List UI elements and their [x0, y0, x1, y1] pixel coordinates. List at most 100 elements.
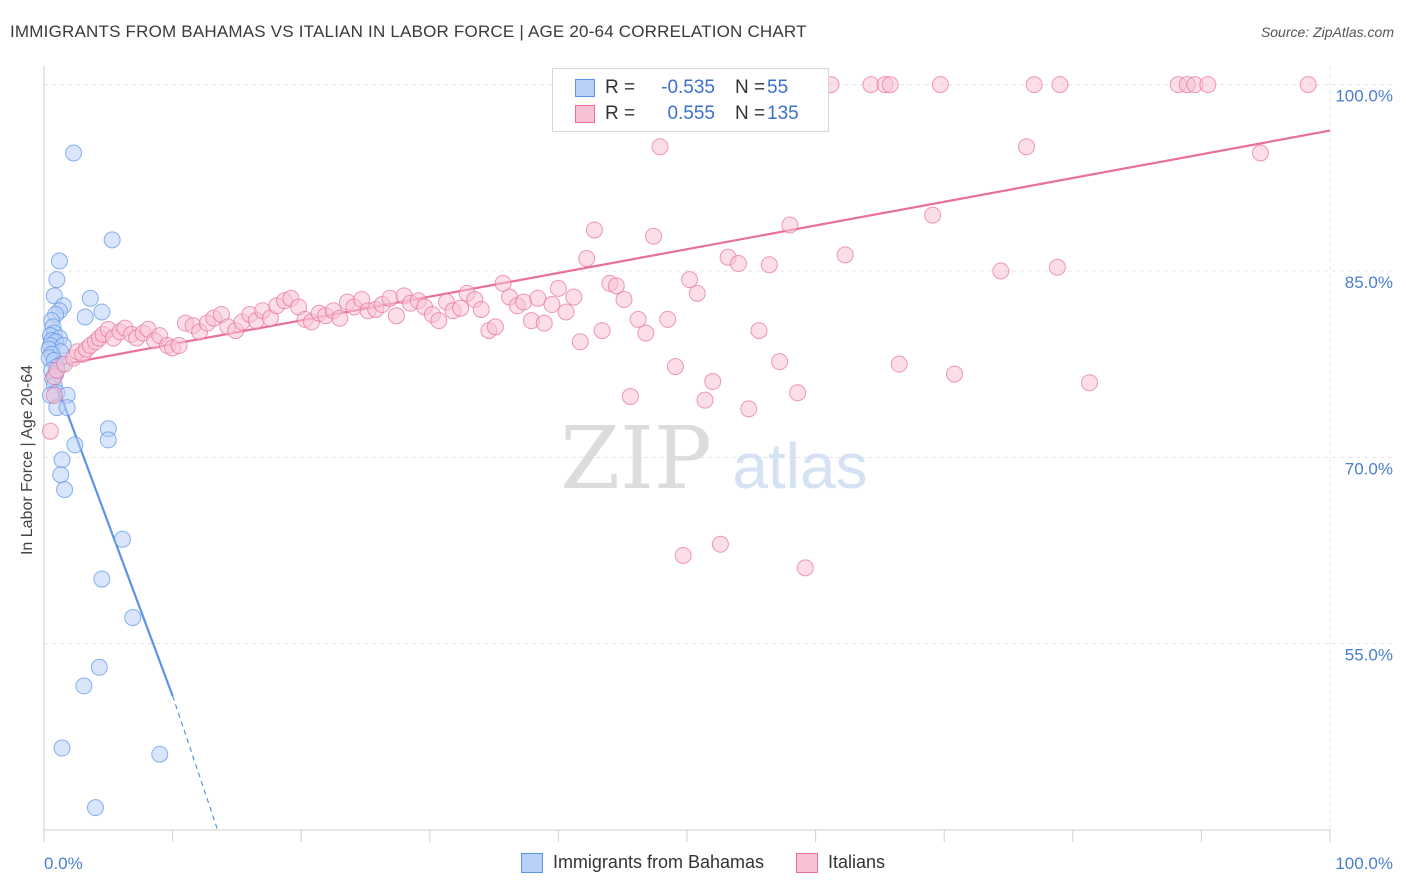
bahamas-point — [99, 431, 117, 449]
data-points — [40, 76, 1317, 817]
n-value: 55 — [767, 77, 789, 98]
bahamas-point — [103, 231, 121, 249]
italians-point — [472, 300, 490, 318]
r-label: R = — [605, 77, 636, 98]
italians-point — [760, 256, 778, 274]
italians-point — [1081, 374, 1099, 392]
italians-point — [750, 322, 768, 340]
italians-point — [740, 400, 758, 418]
italians-point — [659, 310, 677, 328]
n-value: 135 — [767, 103, 799, 124]
italians-point — [557, 303, 575, 321]
italians-point — [924, 206, 942, 224]
italians-point — [486, 318, 504, 336]
watermark-atlas: atlas — [732, 430, 867, 502]
italians-point — [529, 289, 547, 307]
bahamas-point — [113, 530, 131, 548]
italians-point — [945, 365, 963, 383]
legend-row-bahamas: R = -0.535 N = 55 — [575, 77, 788, 99]
watermark: ZIP atlas — [560, 409, 867, 509]
bahamas-point — [75, 677, 93, 695]
bahamas-point — [52, 466, 70, 484]
italians-point — [1025, 76, 1043, 94]
italians-point — [1199, 76, 1217, 94]
italians-point — [789, 384, 807, 402]
r-value: 0.555 — [667, 103, 715, 124]
italians-point — [387, 307, 405, 325]
italians-point — [881, 76, 899, 94]
y-tick-label: 55.0% — [1345, 646, 1393, 665]
italians-point — [992, 262, 1010, 280]
italians-point — [41, 422, 59, 440]
italians-point — [629, 310, 647, 328]
y-tick-label: 85.0% — [1345, 273, 1393, 292]
italians-point — [674, 546, 692, 564]
italians-point — [45, 386, 63, 404]
bahamas-point — [65, 144, 83, 162]
italians-point — [796, 559, 814, 577]
bahamas-point — [86, 799, 104, 817]
legend-label: Italians — [828, 852, 886, 872]
bahamas-point — [58, 399, 76, 417]
legend-item-bahamas[interactable]: Immigrants from Bahamas — [520, 852, 764, 873]
italians-point — [1051, 76, 1069, 94]
legend-item-italians[interactable]: Italians — [796, 852, 885, 873]
italians-trend-line — [50, 129, 1331, 368]
bahamas-point — [48, 271, 66, 289]
italians-point — [381, 289, 399, 307]
italians-point — [890, 355, 908, 373]
bahamas-point — [53, 739, 71, 757]
italians-point — [781, 216, 799, 234]
italians-point — [170, 337, 188, 355]
italians-point — [452, 299, 470, 317]
italians-point — [711, 535, 729, 553]
bahamas-point — [76, 308, 94, 326]
bahamas-point — [66, 436, 84, 454]
italians-point — [331, 309, 349, 327]
italians-point — [1252, 144, 1270, 162]
italians-point — [637, 324, 655, 342]
bahamas-point — [93, 570, 111, 588]
italians-point — [607, 277, 625, 295]
tick-labels: 55.0% 70.0% 85.0% 100.0% 0.0% 100.0% — [44, 87, 1393, 873]
bahamas-trend-line — [49, 367, 174, 697]
y-tick-label: 70.0% — [1345, 459, 1393, 478]
italians-point — [862, 76, 880, 94]
italians-point — [543, 296, 561, 314]
italians-point — [593, 322, 611, 340]
bahamas-point — [50, 252, 68, 270]
x-tick-label: 100.0% — [1335, 854, 1393, 873]
y-tick-label: 100.0% — [1335, 87, 1393, 106]
italians-point — [645, 227, 663, 245]
bahamas-point — [56, 481, 74, 499]
italians-point — [1299, 76, 1317, 94]
italians-point — [704, 373, 722, 391]
axes — [43, 66, 1331, 842]
italians-point — [515, 293, 533, 311]
chart-title: IMMIGRANTS FROM BAHAMAS VS ITALIAN IN LA… — [10, 22, 807, 41]
italians-point — [931, 76, 949, 94]
n-label: N = — [735, 77, 766, 98]
legend-label: Immigrants from Bahamas — [552, 852, 764, 872]
blue-swatch-icon — [520, 852, 543, 873]
n-label: N = — [735, 103, 766, 124]
r-value: -0.535 — [661, 77, 715, 98]
italians-point — [1018, 138, 1036, 156]
series-legend: Immigrants from Bahamas Italians — [0, 852, 1406, 873]
trend-lines — [49, 129, 1331, 831]
r-label: R = — [605, 103, 636, 124]
italians-point — [771, 353, 789, 371]
italians-point — [571, 333, 589, 351]
italians-point — [565, 288, 583, 306]
legend-row-italians: R = 0.555 N = 135 — [575, 103, 799, 125]
bahamas-point — [151, 745, 169, 763]
italians-point — [430, 312, 448, 330]
italians-point — [615, 291, 633, 309]
italians-point — [494, 274, 512, 292]
italians-point — [549, 279, 567, 297]
bahamas-point — [81, 289, 99, 307]
y-axis-label: In Labor Force | Age 20-64 — [19, 364, 36, 556]
italians-point — [729, 255, 747, 273]
pink-swatch-icon — [575, 105, 595, 123]
italians-point — [681, 271, 699, 289]
